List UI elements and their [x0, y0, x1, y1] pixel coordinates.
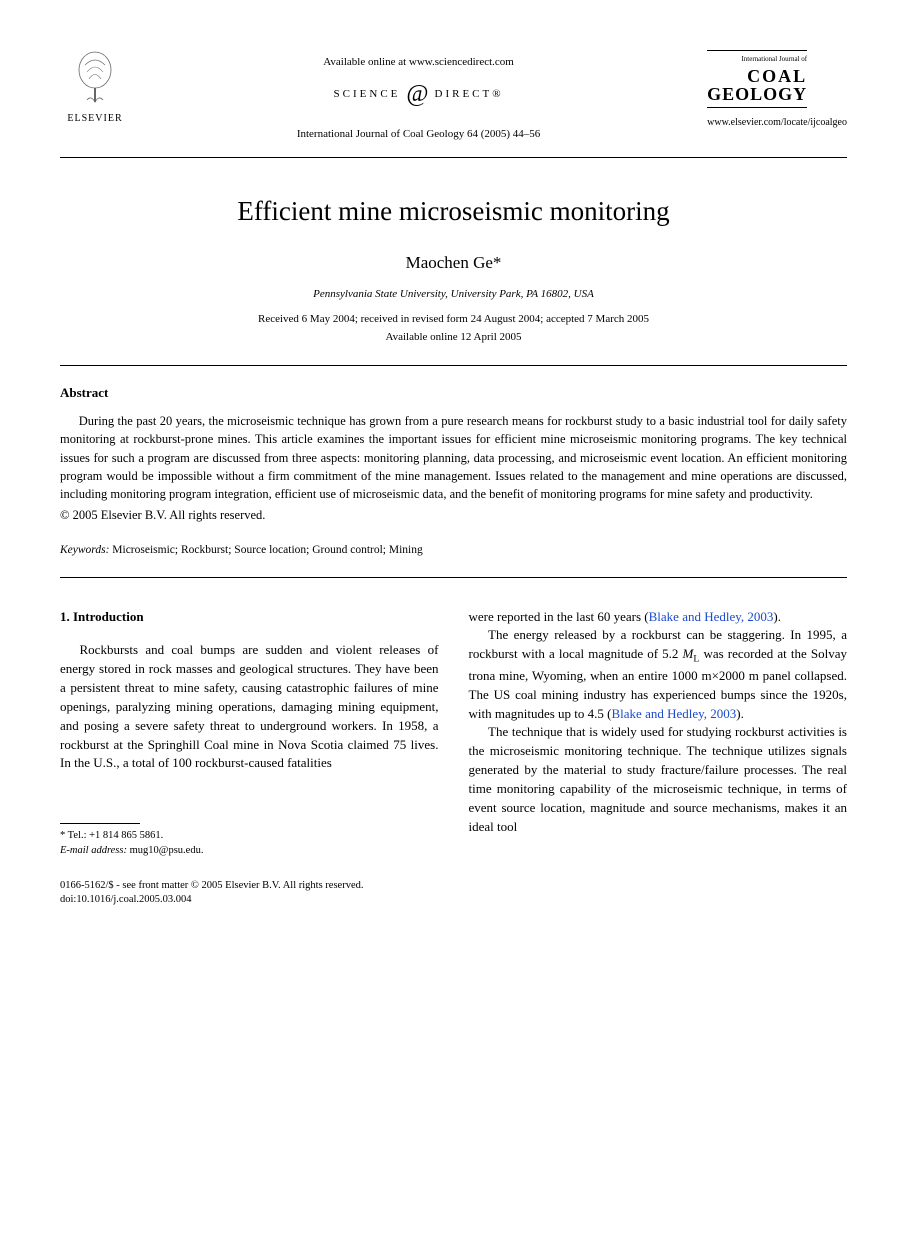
keywords-text: Microseismic; Rockburst; Source location… — [109, 544, 422, 556]
right-column: were reported in the last 60 years (Blak… — [469, 608, 848, 859]
col2-para-1: were reported in the last 60 years (Blak… — [469, 608, 848, 627]
abstract-rule — [60, 577, 847, 578]
keywords: Keywords: Microseismic; Rockburst; Sourc… — [60, 542, 847, 558]
available-online-text: Available online at www.sciencedirect.co… — [130, 55, 707, 70]
intro-para-1: Rockbursts and coal bumps are sudden and… — [60, 641, 439, 773]
ml-m: M — [683, 646, 694, 661]
citation-1[interactable]: Blake and Hedley, 2003 — [649, 609, 774, 624]
abstract-heading: Abstract — [60, 384, 847, 402]
col2-p2-c: ). — [736, 706, 744, 721]
footnote-separator — [60, 823, 140, 824]
science-text: SCIENCE — [334, 87, 401, 102]
center-header: Available online at www.sciencedirect.co… — [130, 50, 707, 142]
bottom-info: 0166-5162/$ - see front matter © 2005 El… — [60, 879, 847, 908]
elsevier-text: ELSEVIER — [67, 112, 122, 126]
journal-logo-geology: GEOLOGY — [707, 85, 807, 103]
body-columns: 1. Introduction Rockbursts and coal bump… — [60, 608, 847, 859]
elsevier-tree-icon — [65, 50, 125, 110]
col2-p1-a: were reported in the last 60 years ( — [469, 609, 649, 624]
direct-text: DIRECT® — [435, 87, 504, 102]
col2-para-3: The technique that is widely used for st… — [469, 723, 848, 836]
journal-reference: International Journal of Coal Geology 64… — [130, 127, 707, 142]
section-heading: 1. Introduction — [60, 608, 439, 627]
journal-logo-block: International Journal of COAL GEOLOGY ww… — [707, 50, 847, 130]
left-column: 1. Introduction Rockbursts and coal bump… — [60, 608, 439, 859]
col2-para-2: The energy released by a rockburst can b… — [469, 626, 848, 723]
author-name: Maochen Ge* — [60, 251, 847, 275]
journal-url: www.elsevier.com/locate/ijcoalgeo — [707, 116, 847, 130]
author-affiliation: Pennsylvania State University, Universit… — [60, 287, 847, 302]
abstract-text: During the past 20 years, the microseism… — [60, 412, 847, 503]
keywords-label: Keywords: — [60, 544, 109, 556]
header-row: ELSEVIER Available online at www.science… — [60, 50, 847, 142]
available-online-date: Available online 12 April 2005 — [60, 330, 847, 345]
at-icon: @ — [406, 78, 428, 112]
article-dates: Received 6 May 2004; received in revised… — [60, 312, 847, 327]
citation-2[interactable]: Blake and Hedley, 2003 — [612, 706, 737, 721]
journal-logo-coal: COAL — [707, 67, 807, 85]
footnote-email-value: mug10@psu.edu. — [127, 845, 203, 856]
title-rule — [60, 365, 847, 366]
footnote-tel: * Tel.: +1 814 865 5861. — [60, 829, 439, 844]
footnote-email: E-mail address: mug10@psu.edu. — [60, 844, 439, 859]
col2-p1-b: ). — [773, 609, 781, 624]
footnote-email-label: E-mail address: — [60, 845, 127, 856]
journal-logo: International Journal of COAL GEOLOGY — [707, 50, 807, 108]
science-direct-logo: SCIENCE @ DIRECT® — [130, 78, 707, 112]
elsevier-logo: ELSEVIER — [60, 50, 130, 126]
article-title: Efficient mine microseismic monitoring — [60, 193, 847, 231]
doi-line: doi:10.1016/j.coal.2005.03.004 — [60, 893, 847, 908]
abstract-copyright: © 2005 Elsevier B.V. All rights reserved… — [60, 507, 847, 525]
journal-logo-small: International Journal of — [707, 55, 807, 65]
front-matter-line: 0166-5162/$ - see front matter © 2005 El… — [60, 879, 847, 894]
header-rule — [60, 157, 847, 158]
